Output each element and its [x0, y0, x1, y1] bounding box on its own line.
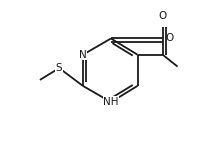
Text: S: S — [56, 63, 62, 73]
Text: N: N — [79, 50, 87, 60]
Text: O: O — [165, 33, 173, 44]
Text: O: O — [159, 11, 167, 21]
Text: NH: NH — [103, 97, 119, 107]
